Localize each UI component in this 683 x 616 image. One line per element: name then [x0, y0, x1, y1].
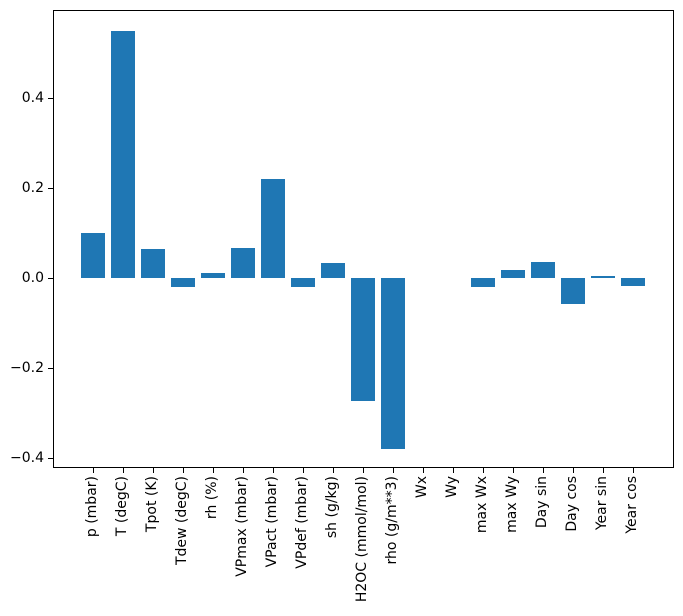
x-tick-mark-tdew-degc — [183, 468, 184, 473]
bar-max-wy — [501, 270, 525, 278]
y-tick-mark-0-2 — [48, 368, 53, 369]
x-tick-mark-max-wy — [513, 468, 514, 473]
bar-year-cos — [621, 278, 645, 286]
bar-h2oc-mmol-mol — [351, 278, 375, 401]
x-tick-mark-vpact-mbar — [273, 468, 274, 473]
x-tick-mark-t-degc — [123, 468, 124, 473]
x-tick-label-p-mbar: p (mbar) — [84, 476, 100, 538]
x-tick-mark-day-cos — [573, 468, 574, 473]
x-tick-label-year-cos: Year cos — [624, 476, 640, 534]
x-tick-label-rh: rh (%) — [204, 476, 220, 520]
x-tick-mark-year-sin — [603, 468, 604, 473]
x-tick-label-vpact-mbar: VPact (mbar) — [264, 476, 280, 568]
x-tick-label-wx: Wx — [414, 476, 430, 499]
y-tick-label-0-2: −0.2 — [10, 360, 44, 376]
bar-vpact-mbar — [261, 179, 285, 278]
x-tick-label-vpmax-mbar: VPmax (mbar) — [234, 476, 250, 577]
bar-max-wx — [471, 278, 495, 287]
x-tick-mark-vpdef-mbar — [303, 468, 304, 473]
x-tick-mark-rho-g-m-3 — [393, 468, 394, 473]
bar-rh — [201, 273, 225, 278]
x-tick-mark-max-wx — [483, 468, 484, 473]
y-tick-label-0-2: 0.2 — [21, 180, 44, 196]
bar-vpdef-mbar — [291, 278, 315, 287]
x-tick-label-year-sin: Year sin — [594, 476, 610, 531]
x-tick-label-tpot-k: Tpot (K) — [144, 476, 160, 533]
x-tick-label-tdew-degc: Tdew (degC) — [174, 476, 190, 566]
x-tick-mark-wy — [453, 468, 454, 473]
bar-sh-g-kg — [321, 263, 345, 278]
bar-t-degc — [111, 31, 135, 278]
bar-p-mbar — [81, 233, 105, 278]
x-tick-label-sh-g-kg: sh (g/kg) — [324, 476, 340, 539]
x-tick-mark-sh-g-kg — [333, 468, 334, 473]
x-tick-label-max-wy: max Wy — [504, 476, 520, 533]
x-tick-label-vpdef-mbar: VPdef (mbar) — [294, 476, 310, 569]
plot-area — [53, 10, 674, 468]
x-tick-label-h2oc-mmol-mol: H2OC (mmol/mol) — [354, 476, 370, 603]
x-tick-label-rho-g-m-3: rho (g/m**3) — [384, 476, 400, 565]
y-tick-mark-0-4 — [48, 98, 53, 99]
x-tick-label-day-cos: Day cos — [564, 476, 580, 532]
x-tick-mark-day-sin — [543, 468, 544, 473]
x-tick-label-max-wx: max Wx — [474, 476, 490, 534]
x-tick-label-t-degc: T (degC) — [114, 476, 130, 537]
x-tick-label-wy: Wy — [444, 476, 460, 498]
y-tick-label-0-0: 0.0 — [21, 270, 44, 286]
bar-tpot-k — [141, 249, 165, 278]
bar-day-sin — [531, 262, 555, 278]
y-tick-mark-0-4 — [48, 458, 53, 459]
bar-vpmax-mbar — [231, 248, 255, 278]
y-tick-mark-0-2 — [48, 188, 53, 189]
bar-tdew-degc — [171, 278, 195, 287]
x-tick-mark-rh — [213, 468, 214, 473]
x-tick-mark-vpmax-mbar — [243, 468, 244, 473]
bar-day-cos — [561, 278, 585, 304]
bar-year-sin — [591, 276, 615, 278]
bar-rho-g-m-3 — [381, 278, 405, 449]
x-tick-mark-p-mbar — [93, 468, 94, 473]
x-tick-label-day-sin: Day sin — [534, 476, 550, 529]
x-tick-mark-tpot-k — [153, 468, 154, 473]
y-tick-label-0-4: 0.4 — [21, 90, 44, 106]
x-tick-mark-wx — [423, 468, 424, 473]
x-tick-mark-h2oc-mmol-mol — [363, 468, 364, 473]
y-tick-label-0-4: −0.4 — [10, 450, 44, 466]
x-tick-mark-year-cos — [633, 468, 634, 473]
y-tick-mark-0-0 — [48, 278, 53, 279]
